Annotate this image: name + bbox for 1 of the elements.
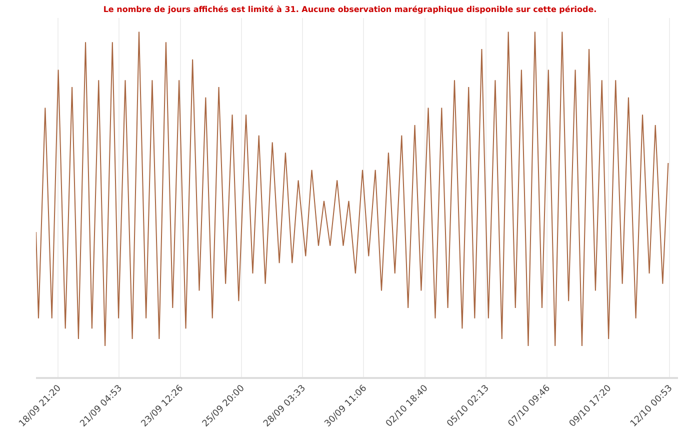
chart-title: Le nombre de jours affichés est limité à 31. Aucune observation marégraphique disponible sur cette période. <box>103 5 597 14</box>
